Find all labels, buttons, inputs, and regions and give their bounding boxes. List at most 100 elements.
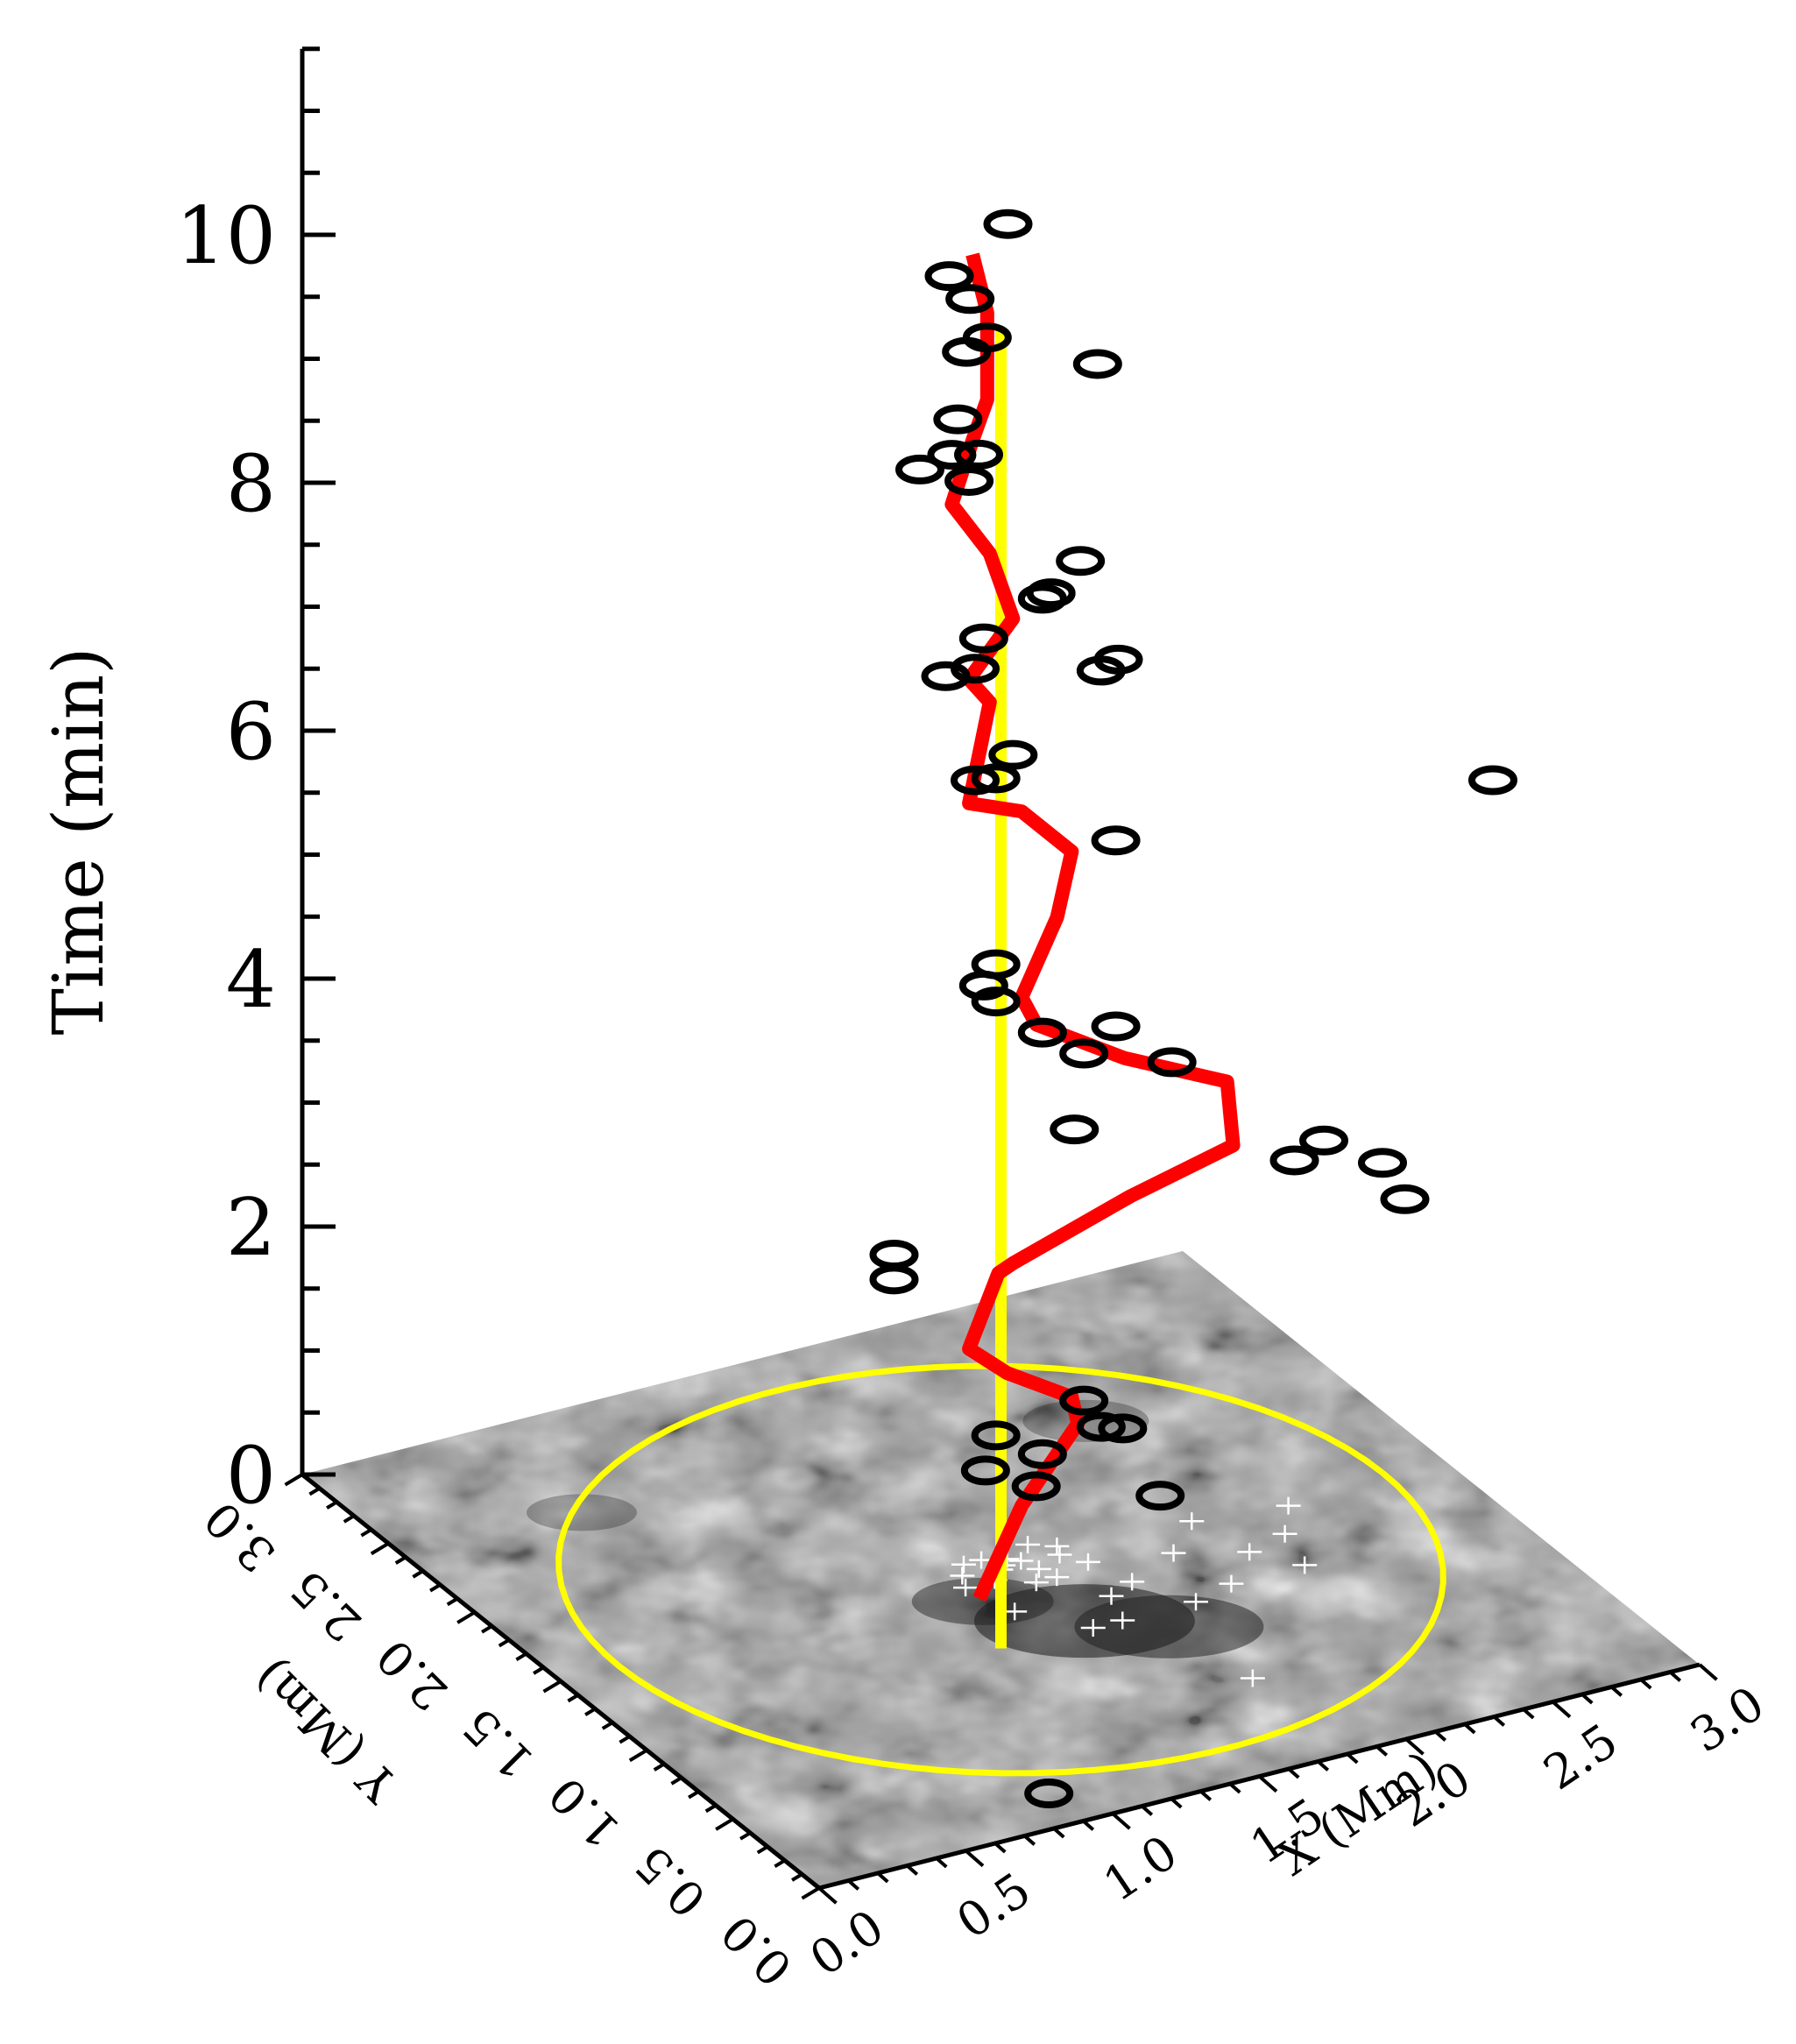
x-tick-label: 2.5 [1534,1713,1627,1800]
y-tick [584,1707,597,1716]
y-tick [756,1845,769,1855]
plus-marker [1179,1512,1205,1531]
x-tick [1199,1789,1213,1801]
y-tick [542,1680,562,1694]
x-tick [1580,1693,1594,1705]
circle-marker [1358,1148,1407,1178]
plus-marker [1292,1556,1318,1574]
x-tick [1258,1774,1278,1793]
y-tick [774,1858,786,1868]
x-tick [935,1857,948,1869]
circle-marker [942,336,992,367]
x-tick [1141,1804,1154,1816]
plus-marker [1219,1574,1244,1593]
plus-marker [1110,1611,1135,1630]
x-tick [1052,1827,1065,1839]
circle-marker [958,970,1008,1001]
x-tick [1170,1797,1183,1809]
y-tick [715,1817,734,1831]
x-tick [1522,1708,1535,1720]
circle-marker [1050,1114,1100,1145]
plus-marker [1161,1544,1186,1562]
x-tick [1669,1670,1682,1682]
circle-marker [924,261,974,292]
circle-marker [1147,1047,1197,1078]
circle-marker [954,439,1003,470]
circle-marker [927,440,977,470]
y-tick-label: 2.5 [280,1560,372,1651]
plot-overlay [555,209,1517,1809]
circle-marker [971,763,1021,794]
x-tick-label: 0.5 [947,1862,1040,1949]
circle-marker [1059,1038,1109,1069]
magnetogram-image [302,1251,1700,1888]
circle-marker [1091,825,1141,856]
z-tick-label: 0 [226,1430,276,1522]
circle-marker [971,987,1021,1017]
y-tick [739,1831,752,1841]
x-tick [1111,1812,1131,1830]
x-tick [1434,1729,1447,1742]
x-tick [1317,1759,1330,1772]
circle-marker [945,284,995,315]
y-tick [412,1569,424,1579]
circle-marker [951,765,1000,796]
x-tick [1463,1722,1476,1735]
circle-marker [1299,1125,1348,1156]
circle-marker [1011,1471,1061,1502]
plus-marker [1237,1543,1262,1561]
circle-marker [1017,1439,1067,1469]
y-tick [370,1541,390,1556]
y-tick-label: 1.5 [452,1697,544,1789]
y-tick-label: 2.0 [366,1629,458,1721]
plus-marker [1276,1496,1301,1515]
time-axis: 0 2 4 6 8 10 [175,46,336,1522]
x-tick [1493,1715,1506,1727]
circle-marker [983,209,1033,239]
plus-marker [953,1579,979,1597]
z-tick-label: 6 [226,686,276,778]
y-tick [670,1776,682,1786]
y-tick [446,1596,459,1607]
y-tick [481,1624,493,1634]
x-tick [1023,1834,1036,1846]
plus-marker [1044,1568,1070,1587]
plus-marker [1075,1552,1100,1571]
plus-marker [1272,1524,1298,1543]
circle-marker [1269,1145,1319,1176]
x-tick-label: 0.0 [800,1899,893,1987]
z-tick-label: 8 [226,438,276,530]
x-tick [1698,1663,1718,1681]
y-tick [429,1583,442,1593]
y-tick [628,1748,648,1763]
y-tick [515,1651,527,1661]
circle-marker [1017,1017,1067,1048]
y-tick [326,1500,338,1510]
red-trajectory-line [944,252,1241,1602]
x-tick [847,1878,860,1891]
x-tick [1404,1737,1425,1756]
circle-marker [971,1420,1021,1451]
plus-marker [1120,1573,1145,1591]
x-tick [1639,1678,1652,1690]
circle-marker [1468,765,1517,796]
plus-marker [1008,1552,1034,1570]
plus-marker [1044,1537,1070,1555]
plus-marker [951,1555,976,1574]
x-tick [1375,1744,1389,1757]
y-tick [801,1886,821,1900]
z-tick-label: 4 [226,934,276,1026]
circle-marker [933,404,983,435]
plus-marker [1026,1560,1051,1578]
x-tick [817,1886,838,1905]
plus-marker [950,1567,975,1585]
circle-marker [1059,1385,1109,1416]
circle-marker [1093,644,1143,675]
x-tick [965,1849,985,1868]
circle-marker [1017,583,1067,614]
x-tick [993,1842,1007,1854]
y-tick-label: 0.0 [711,1904,803,1996]
x-tick [1287,1767,1300,1779]
x-tick [876,1871,889,1884]
x-tick [1082,1819,1095,1831]
